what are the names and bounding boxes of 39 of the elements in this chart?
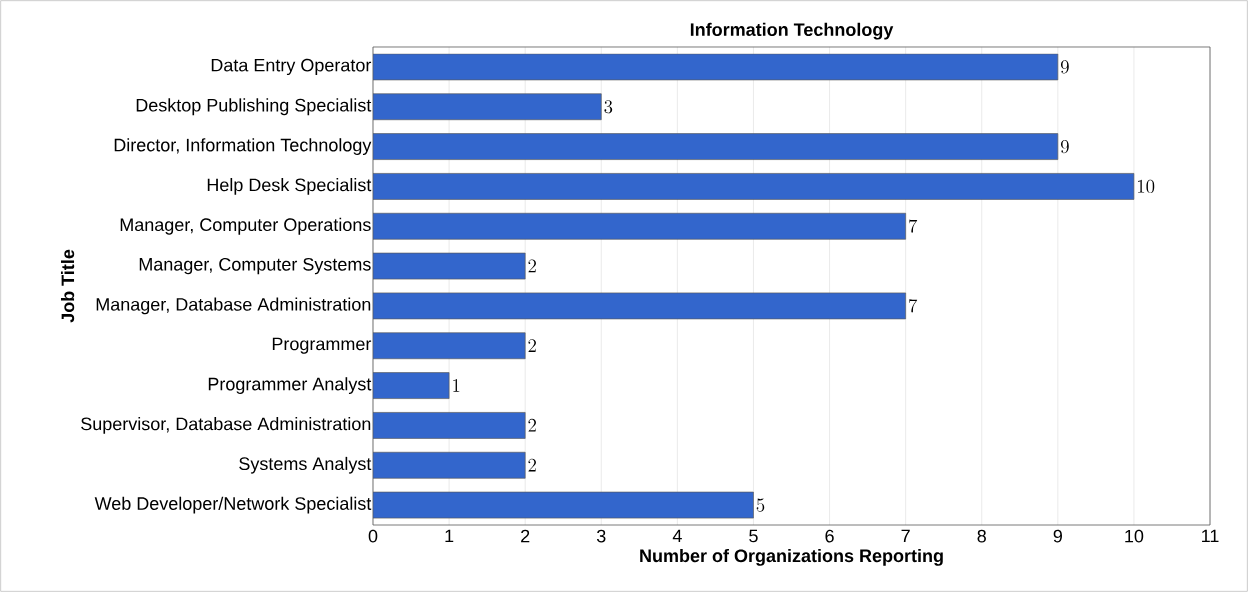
x-tick-label: 8 <box>977 529 986 543</box>
x-axis-title: Number of Organizations Reporting <box>640 548 943 566</box>
x-tick-label: 0 <box>368 529 378 543</box>
x-tick-label: 2 <box>521 529 530 543</box>
y-tick-label: Web Developer/Network Specialist <box>94 496 372 514</box>
chart-title: Information Technology <box>690 22 894 40</box>
x-tick-label: 10 <box>1125 529 1144 543</box>
data-label: 7 <box>909 219 918 233</box>
data-label: 9 <box>1060 60 1069 74</box>
data-label: 2 <box>528 458 536 472</box>
x-tick-label: 6 <box>825 529 834 543</box>
y-tick-label: Manager, Computer Operations <box>120 217 371 235</box>
data-label: 9 <box>1060 140 1069 154</box>
data-label: 2 <box>528 339 536 352</box>
data-label: 7 <box>909 299 918 313</box>
data-label: 2 <box>528 259 536 273</box>
y-tick-label: Systems Analyst <box>239 456 372 474</box>
y-tick-label: Manager, Database Administration <box>96 297 371 315</box>
y-tick-label: Data Entry Operator <box>211 58 372 76</box>
x-tick-label: 5 <box>749 529 758 543</box>
y-tick-label: Programmer Analyst <box>208 377 372 394</box>
x-tick-label: 11 <box>1202 529 1219 543</box>
data-label: 10 <box>1138 179 1155 193</box>
y-tick-label: Help Desk Specialist <box>207 178 372 195</box>
y-tick-label: Manager, Computer Systems <box>139 257 371 275</box>
y-tick-label: Director, Information Technology <box>114 138 372 155</box>
y-tick-label: Supervisor, Database Administration <box>81 417 371 434</box>
x-tick-label: 9 <box>1053 529 1062 543</box>
x-tick-label: 3 <box>596 529 606 543</box>
data-label: 2 <box>528 418 536 432</box>
y-axis-title: Job Title <box>60 249 75 323</box>
x-tick-label: 7 <box>901 529 910 543</box>
data-label: 1 <box>453 379 460 392</box>
y-tick-label: Desktop Publishing Specialist <box>136 98 372 116</box>
data-label: 3 <box>604 100 613 114</box>
x-tick-label: 1 <box>445 529 454 543</box>
data-label: 5 <box>756 498 765 512</box>
x-tick-label: 4 <box>672 529 682 543</box>
y-tick-label: Programmer <box>272 337 372 354</box>
